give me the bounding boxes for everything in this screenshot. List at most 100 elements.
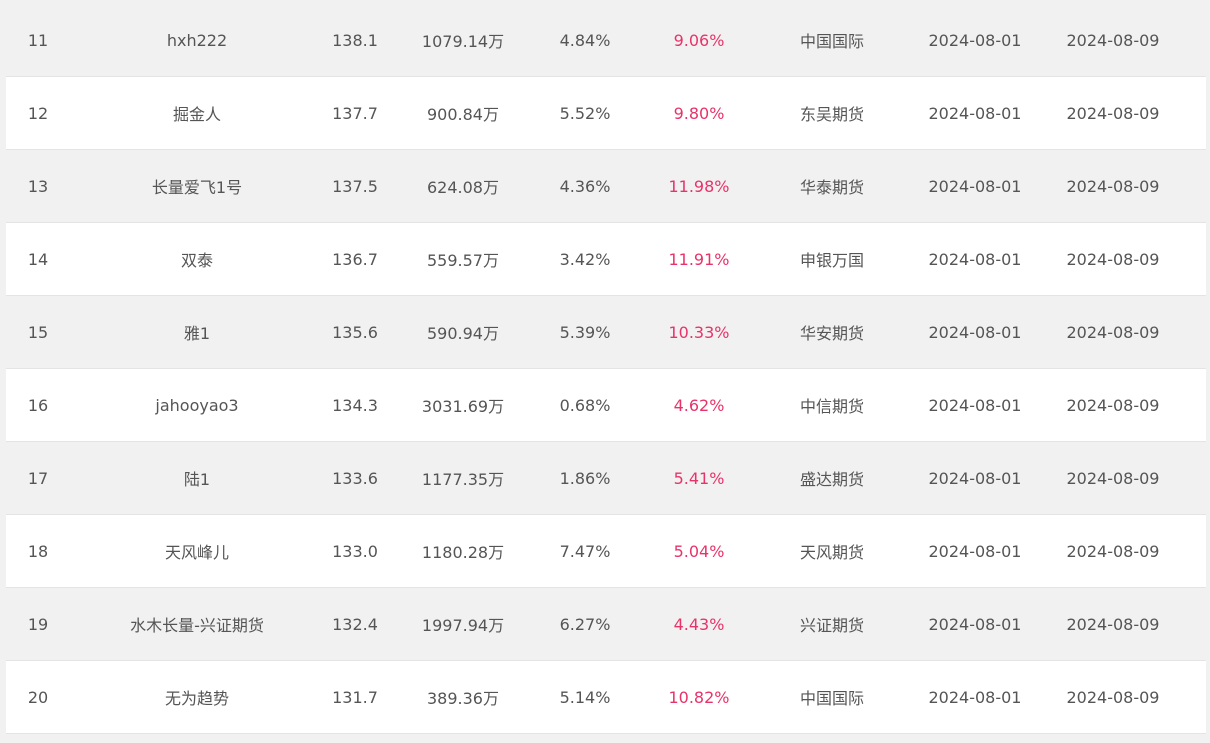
table-row[interactable]: 11 hxh222 138.1 1079.14万 4.84% 9.06% 中国国… bbox=[6, 4, 1206, 77]
start-date-cell: 2024-08-01 bbox=[928, 468, 1022, 488]
table-row[interactable]: 12 掘金人 137.7 900.84万 5.52% 9.80% 东吴期货 20… bbox=[6, 77, 1206, 150]
percent-cell: 7.47% bbox=[559, 541, 611, 561]
broker-cell: 盛达期货 bbox=[799, 470, 864, 489]
end-date-cell: 2024-08-09 bbox=[1066, 176, 1160, 196]
start-date-cell: 2024-08-01 bbox=[928, 103, 1022, 123]
end-date-cell: 2024-08-09 bbox=[1066, 614, 1160, 634]
table-row[interactable]: 14 双泰 136.7 559.57万 3.42% 11.91% 申银万国 20… bbox=[6, 223, 1206, 296]
start-date-cell: 2024-08-01 bbox=[928, 687, 1022, 707]
fund-cell: 590.94万 bbox=[427, 324, 499, 343]
end-date-cell: 2024-08-09 bbox=[1066, 322, 1160, 342]
percent-cell: 3.42% bbox=[559, 249, 611, 269]
fund-cell: 624.08万 bbox=[427, 178, 499, 197]
percent-cell: 1.86% bbox=[559, 468, 611, 488]
account-name-cell[interactable]: 天风峰儿 bbox=[164, 543, 229, 562]
highlight-percent-cell: 10.33% bbox=[668, 322, 730, 342]
start-date-cell: 2024-08-01 bbox=[928, 322, 1022, 342]
score-cell: 133.0 bbox=[332, 541, 378, 561]
rank-cell: 15 bbox=[27, 322, 49, 342]
end-date-cell: 2024-08-09 bbox=[1066, 468, 1160, 488]
table-row[interactable]: 16 jahooyao3 134.3 3031.69万 0.68% 4.62% … bbox=[6, 369, 1206, 442]
account-name-cell[interactable]: jahooyao3 bbox=[155, 395, 239, 415]
highlight-percent-cell: 5.41% bbox=[673, 468, 725, 488]
fund-cell: 559.57万 bbox=[427, 251, 499, 270]
start-date-cell: 2024-08-01 bbox=[928, 395, 1022, 415]
end-date-cell: 2024-08-09 bbox=[1066, 103, 1160, 123]
end-date-cell: 2024-08-09 bbox=[1066, 249, 1160, 269]
account-name-cell[interactable]: 掘金人 bbox=[172, 105, 221, 124]
start-date-cell: 2024-08-01 bbox=[928, 249, 1022, 269]
fund-cell: 1180.28万 bbox=[421, 543, 505, 562]
highlight-percent-cell: 4.62% bbox=[673, 395, 725, 415]
table-row[interactable]: 15 雅1 135.6 590.94万 5.39% 10.33% 华安期货 20… bbox=[6, 296, 1206, 369]
broker-cell: 华泰期货 bbox=[799, 178, 864, 197]
account-name-cell[interactable]: 双泰 bbox=[180, 251, 213, 270]
score-cell: 137.7 bbox=[332, 103, 378, 123]
score-cell: 136.7 bbox=[332, 249, 378, 269]
table-row[interactable]: 19 水木长量-兴证期货 132.4 1997.94万 6.27% 4.43% … bbox=[6, 588, 1206, 661]
score-cell: 133.6 bbox=[332, 468, 378, 488]
broker-cell: 中国国际 bbox=[799, 689, 864, 708]
fund-cell: 3031.69万 bbox=[421, 397, 505, 416]
end-date-cell: 2024-08-09 bbox=[1066, 30, 1160, 50]
start-date-cell: 2024-08-01 bbox=[928, 30, 1022, 50]
highlight-percent-cell: 4.43% bbox=[673, 614, 725, 634]
account-name-cell[interactable]: 雅1 bbox=[183, 324, 211, 343]
broker-cell: 中国国际 bbox=[799, 32, 864, 51]
table-row[interactable]: 17 陆1 133.6 1177.35万 1.86% 5.41% 盛达期货 20… bbox=[6, 442, 1206, 515]
table-row[interactable]: 13 长量爱飞1号 137.5 624.08万 4.36% 11.98% 华泰期… bbox=[6, 150, 1206, 223]
fund-cell: 900.84万 bbox=[427, 105, 499, 124]
rank-cell: 13 bbox=[27, 176, 49, 196]
percent-cell: 0.68% bbox=[559, 395, 611, 415]
broker-cell: 天风期货 bbox=[799, 543, 864, 562]
percent-cell: 4.84% bbox=[559, 30, 611, 50]
end-date-cell: 2024-08-09 bbox=[1066, 687, 1160, 707]
highlight-percent-cell: 9.06% bbox=[673, 30, 725, 50]
percent-cell: 6.27% bbox=[559, 614, 611, 634]
rank-cell: 16 bbox=[27, 395, 49, 415]
account-name-cell[interactable]: 无为趋势 bbox=[164, 689, 229, 708]
score-cell: 132.4 bbox=[332, 614, 378, 634]
percent-cell: 5.52% bbox=[559, 103, 611, 123]
rank-cell: 19 bbox=[27, 614, 49, 634]
rank-cell: 12 bbox=[27, 103, 49, 123]
account-name-cell[interactable]: hxh222 bbox=[166, 30, 228, 50]
start-date-cell: 2024-08-01 bbox=[928, 614, 1022, 634]
broker-cell: 中信期货 bbox=[799, 397, 864, 416]
score-cell: 138.1 bbox=[332, 30, 378, 50]
table-row[interactable]: 18 天风峰儿 133.0 1180.28万 7.47% 5.04% 天风期货 … bbox=[6, 515, 1206, 588]
highlight-percent-cell: 5.04% bbox=[673, 541, 725, 561]
account-name-cell[interactable]: 陆1 bbox=[183, 470, 211, 489]
percent-cell: 5.39% bbox=[559, 322, 611, 342]
score-cell: 135.6 bbox=[332, 322, 378, 342]
start-date-cell: 2024-08-01 bbox=[928, 176, 1022, 196]
rank-cell: 11 bbox=[27, 30, 49, 50]
broker-cell: 申银万国 bbox=[799, 251, 864, 270]
table-row[interactable]: 20 无为趋势 131.7 389.36万 5.14% 10.82% 中国国际 … bbox=[6, 661, 1206, 734]
rank-cell: 20 bbox=[27, 687, 49, 707]
highlight-percent-cell: 10.82% bbox=[668, 687, 730, 707]
percent-cell: 4.36% bbox=[559, 176, 611, 196]
broker-cell: 东吴期货 bbox=[799, 105, 864, 124]
end-date-cell: 2024-08-09 bbox=[1066, 395, 1160, 415]
score-cell: 137.5 bbox=[332, 176, 378, 196]
rank-cell: 17 bbox=[27, 468, 49, 488]
fund-cell: 1177.35万 bbox=[421, 470, 505, 489]
score-cell: 131.7 bbox=[332, 687, 378, 707]
end-date-cell: 2024-08-09 bbox=[1066, 541, 1160, 561]
account-name-cell[interactable]: 水木长量-兴证期货 bbox=[130, 616, 264, 635]
ranking-table: 11 hxh222 138.1 1079.14万 4.84% 9.06% 中国国… bbox=[6, 4, 1206, 734]
fund-cell: 1997.94万 bbox=[421, 616, 505, 635]
score-cell: 134.3 bbox=[332, 395, 378, 415]
percent-cell: 5.14% bbox=[559, 687, 611, 707]
highlight-percent-cell: 11.91% bbox=[668, 249, 730, 269]
fund-cell: 389.36万 bbox=[427, 689, 499, 708]
fund-cell: 1079.14万 bbox=[421, 32, 505, 51]
account-name-cell[interactable]: 长量爱飞1号 bbox=[151, 178, 243, 197]
start-date-cell: 2024-08-01 bbox=[928, 541, 1022, 561]
rank-cell: 18 bbox=[27, 541, 49, 561]
highlight-percent-cell: 9.80% bbox=[673, 103, 725, 123]
highlight-percent-cell: 11.98% bbox=[668, 176, 730, 196]
broker-cell: 兴证期货 bbox=[799, 616, 864, 635]
rank-cell: 14 bbox=[27, 249, 49, 269]
